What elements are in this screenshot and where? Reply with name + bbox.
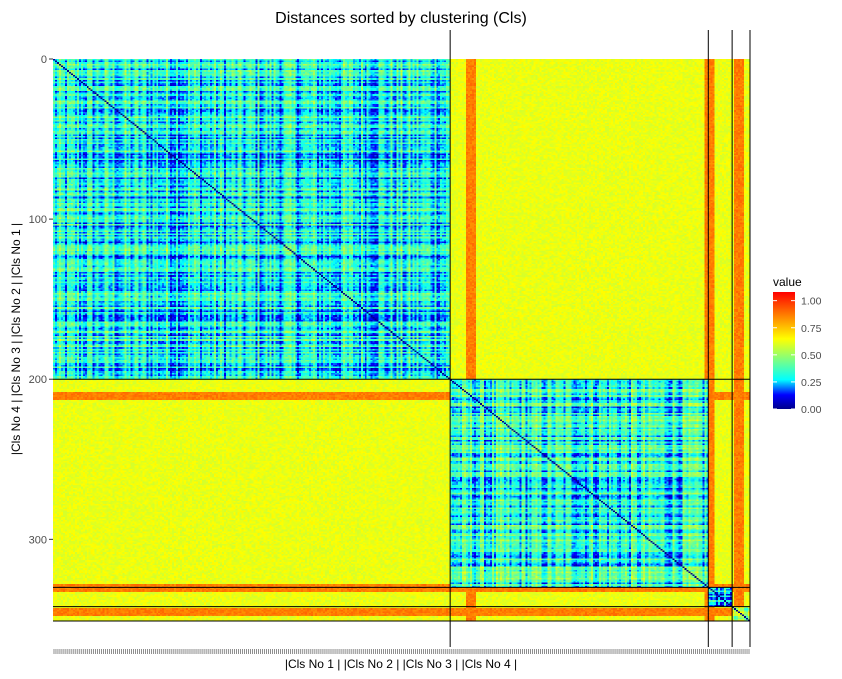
heatmap-image — [53, 59, 750, 621]
legend-tick-label: 0.00 — [801, 404, 822, 416]
x-axis-ticks — [53, 649, 750, 654]
y-tick-label: 200 — [29, 374, 47, 386]
legend-tick-label: 0.75 — [801, 323, 822, 335]
x-axis-label: |Cls No 1 | |Cls No 2 | |Cls No 3 | |Cls… — [285, 657, 517, 671]
legend-title: value — [773, 275, 802, 289]
legend-colorbar — [773, 292, 795, 409]
y-tick-label: 0 — [41, 54, 47, 66]
legend-tick-label: 0.25 — [801, 377, 822, 389]
y-tick-label: 300 — [29, 534, 47, 546]
y-axis: 0 100 200 300 — [29, 54, 53, 546]
y-axis-label: |Cls No 4 | |Cls No 3 | |Cls No 2 | |Cls… — [9, 223, 23, 455]
legend-tick-label: 1.00 — [801, 296, 822, 308]
cluster-boundaries — [53, 30, 751, 647]
legend: value 0.00 0.25 0.50 0.75 1.00 — [773, 275, 822, 416]
chart-title: Distances sorted by clustering (Cls) — [275, 10, 527, 27]
y-tick-label: 100 — [29, 214, 47, 226]
heatmap-cells — [53, 59, 750, 621]
legend-tick-label: 0.50 — [801, 350, 822, 362]
